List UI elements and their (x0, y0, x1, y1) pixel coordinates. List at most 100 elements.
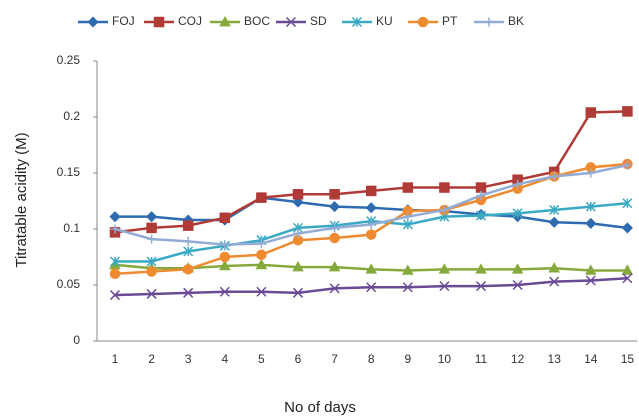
marker (585, 107, 597, 118)
series (109, 273, 633, 301)
marker (146, 256, 157, 267)
marker (439, 281, 450, 292)
marker (292, 196, 304, 208)
marker (622, 160, 632, 170)
marker (328, 261, 341, 272)
marker (146, 288, 157, 299)
marker (403, 212, 413, 222)
marker (475, 263, 487, 274)
marker (439, 205, 449, 215)
marker (548, 216, 560, 228)
marker (365, 229, 377, 240)
marker (621, 222, 633, 234)
y-tick-label: 0.15 (57, 165, 81, 179)
marker (402, 264, 414, 275)
x-tick-label: 10 (438, 352, 452, 366)
marker (548, 262, 560, 273)
legend-marker (417, 16, 429, 28)
marker (330, 223, 340, 233)
marker (365, 202, 377, 214)
marker (182, 264, 194, 275)
marker (293, 228, 303, 238)
marker (219, 212, 231, 224)
marker (549, 171, 559, 181)
marker (512, 208, 523, 219)
marker (219, 259, 231, 271)
marker (146, 266, 157, 277)
legend-marker (351, 16, 363, 28)
marker (439, 182, 450, 193)
y-tick-label: 0.25 (57, 53, 81, 67)
marker (475, 281, 487, 292)
marker (109, 211, 121, 223)
legend-label: PT (442, 14, 458, 28)
marker (438, 263, 451, 274)
marker (549, 204, 560, 215)
legend-label: SD (310, 14, 327, 28)
marker (585, 264, 597, 275)
marker (622, 273, 633, 284)
x-tick-label: 15 (621, 352, 635, 366)
marker (402, 282, 413, 293)
marker (256, 249, 267, 261)
y-tick-label: 0.2 (63, 109, 80, 123)
legend-label: BOC (244, 14, 270, 28)
legend-label: KU (376, 14, 393, 28)
legend-marker (87, 16, 99, 28)
marker (220, 240, 230, 250)
marker (109, 256, 121, 267)
legend: FOJ COJ BOC SD KU PT BK (78, 14, 524, 28)
legend-marker (153, 16, 165, 28)
marker (182, 220, 194, 231)
marker (329, 189, 340, 200)
y-axis-title: Titratable acidity (M) (13, 132, 30, 267)
marker (475, 210, 487, 221)
legend-label: FOJ (112, 14, 135, 28)
marker (586, 168, 596, 178)
marker (366, 220, 376, 230)
x-tick-label: 4 (221, 352, 228, 366)
marker (256, 239, 266, 249)
x-tick-label: 11 (475, 352, 488, 366)
x-axis-title: No of days (284, 399, 356, 416)
legend-label: COJ (178, 14, 202, 28)
x-tick-label: 9 (404, 352, 411, 366)
marker (366, 282, 377, 293)
y-tick-label: 0.1 (63, 221, 80, 235)
legend-marker (484, 17, 494, 27)
x-tick-label: 3 (185, 352, 192, 366)
marker (219, 251, 231, 263)
marker (256, 286, 267, 297)
series (109, 258, 634, 275)
marker (219, 286, 230, 297)
marker (329, 201, 341, 213)
marker (292, 189, 304, 200)
x-tick-label: 1 (112, 352, 119, 366)
marker (585, 201, 596, 212)
marker (622, 106, 633, 117)
marker (183, 246, 194, 257)
marker (549, 276, 560, 287)
marker (109, 290, 121, 301)
x-tick-label: 12 (511, 352, 525, 366)
marker (256, 192, 267, 203)
marker (292, 287, 304, 298)
marker (476, 190, 486, 200)
marker (329, 283, 340, 294)
marker (255, 258, 268, 270)
marker (621, 264, 634, 275)
y-tick-label: 0 (73, 333, 80, 347)
marker (365, 263, 377, 274)
marker (365, 185, 377, 197)
marker (475, 182, 487, 193)
y-tick-label: 0.05 (57, 277, 81, 291)
x-tick-label: 13 (548, 352, 562, 366)
marker (329, 232, 340, 244)
x-tick-label: 5 (258, 352, 265, 366)
marker (512, 279, 523, 291)
marker (513, 179, 523, 189)
x-tick-label: 8 (368, 352, 375, 366)
marker (109, 268, 121, 280)
